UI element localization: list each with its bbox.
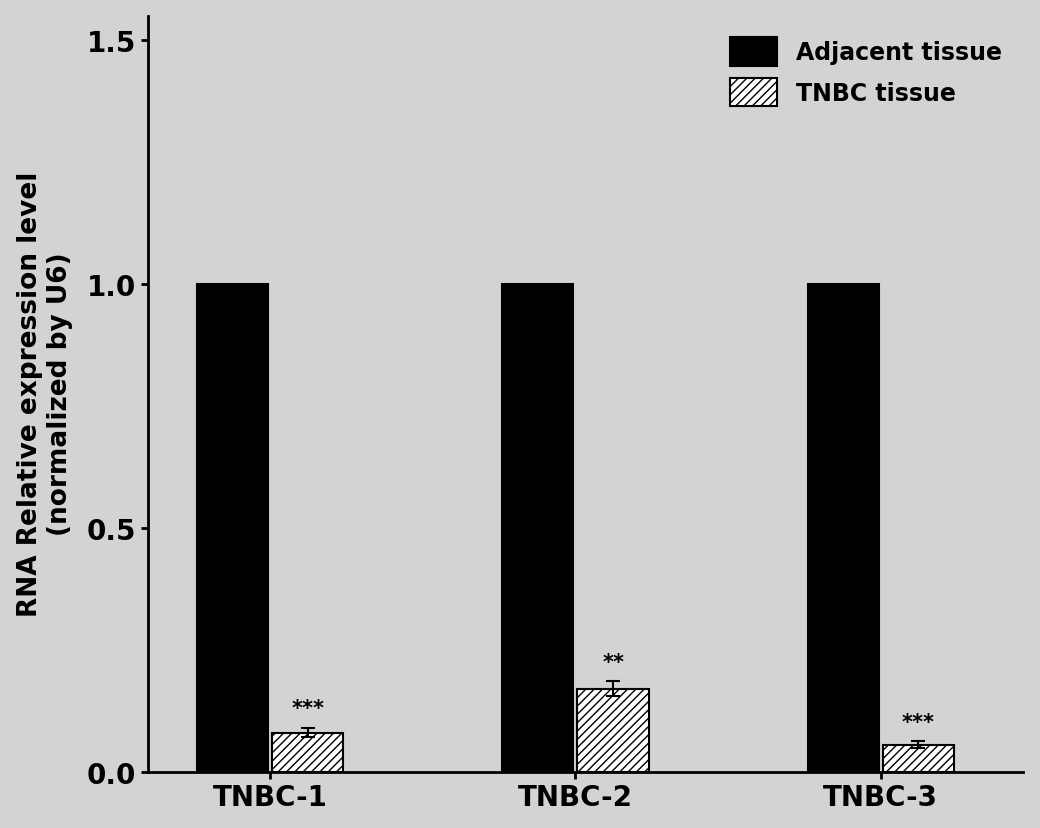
Y-axis label: RNA Relative expression level
(normalized by U6): RNA Relative expression level (normalize… [17, 171, 73, 617]
Legend: Adjacent tissue, TNBC tissue: Adjacent tissue, TNBC tissue [721, 28, 1012, 117]
Text: ***: *** [291, 698, 324, 718]
Bar [272, 733, 343, 772]
Bar [807, 285, 879, 772]
Text: **: ** [602, 652, 624, 672]
Bar [883, 745, 954, 772]
Text: ***: *** [902, 712, 935, 732]
Bar [502, 285, 573, 772]
Bar [577, 689, 649, 772]
Bar [197, 285, 268, 772]
